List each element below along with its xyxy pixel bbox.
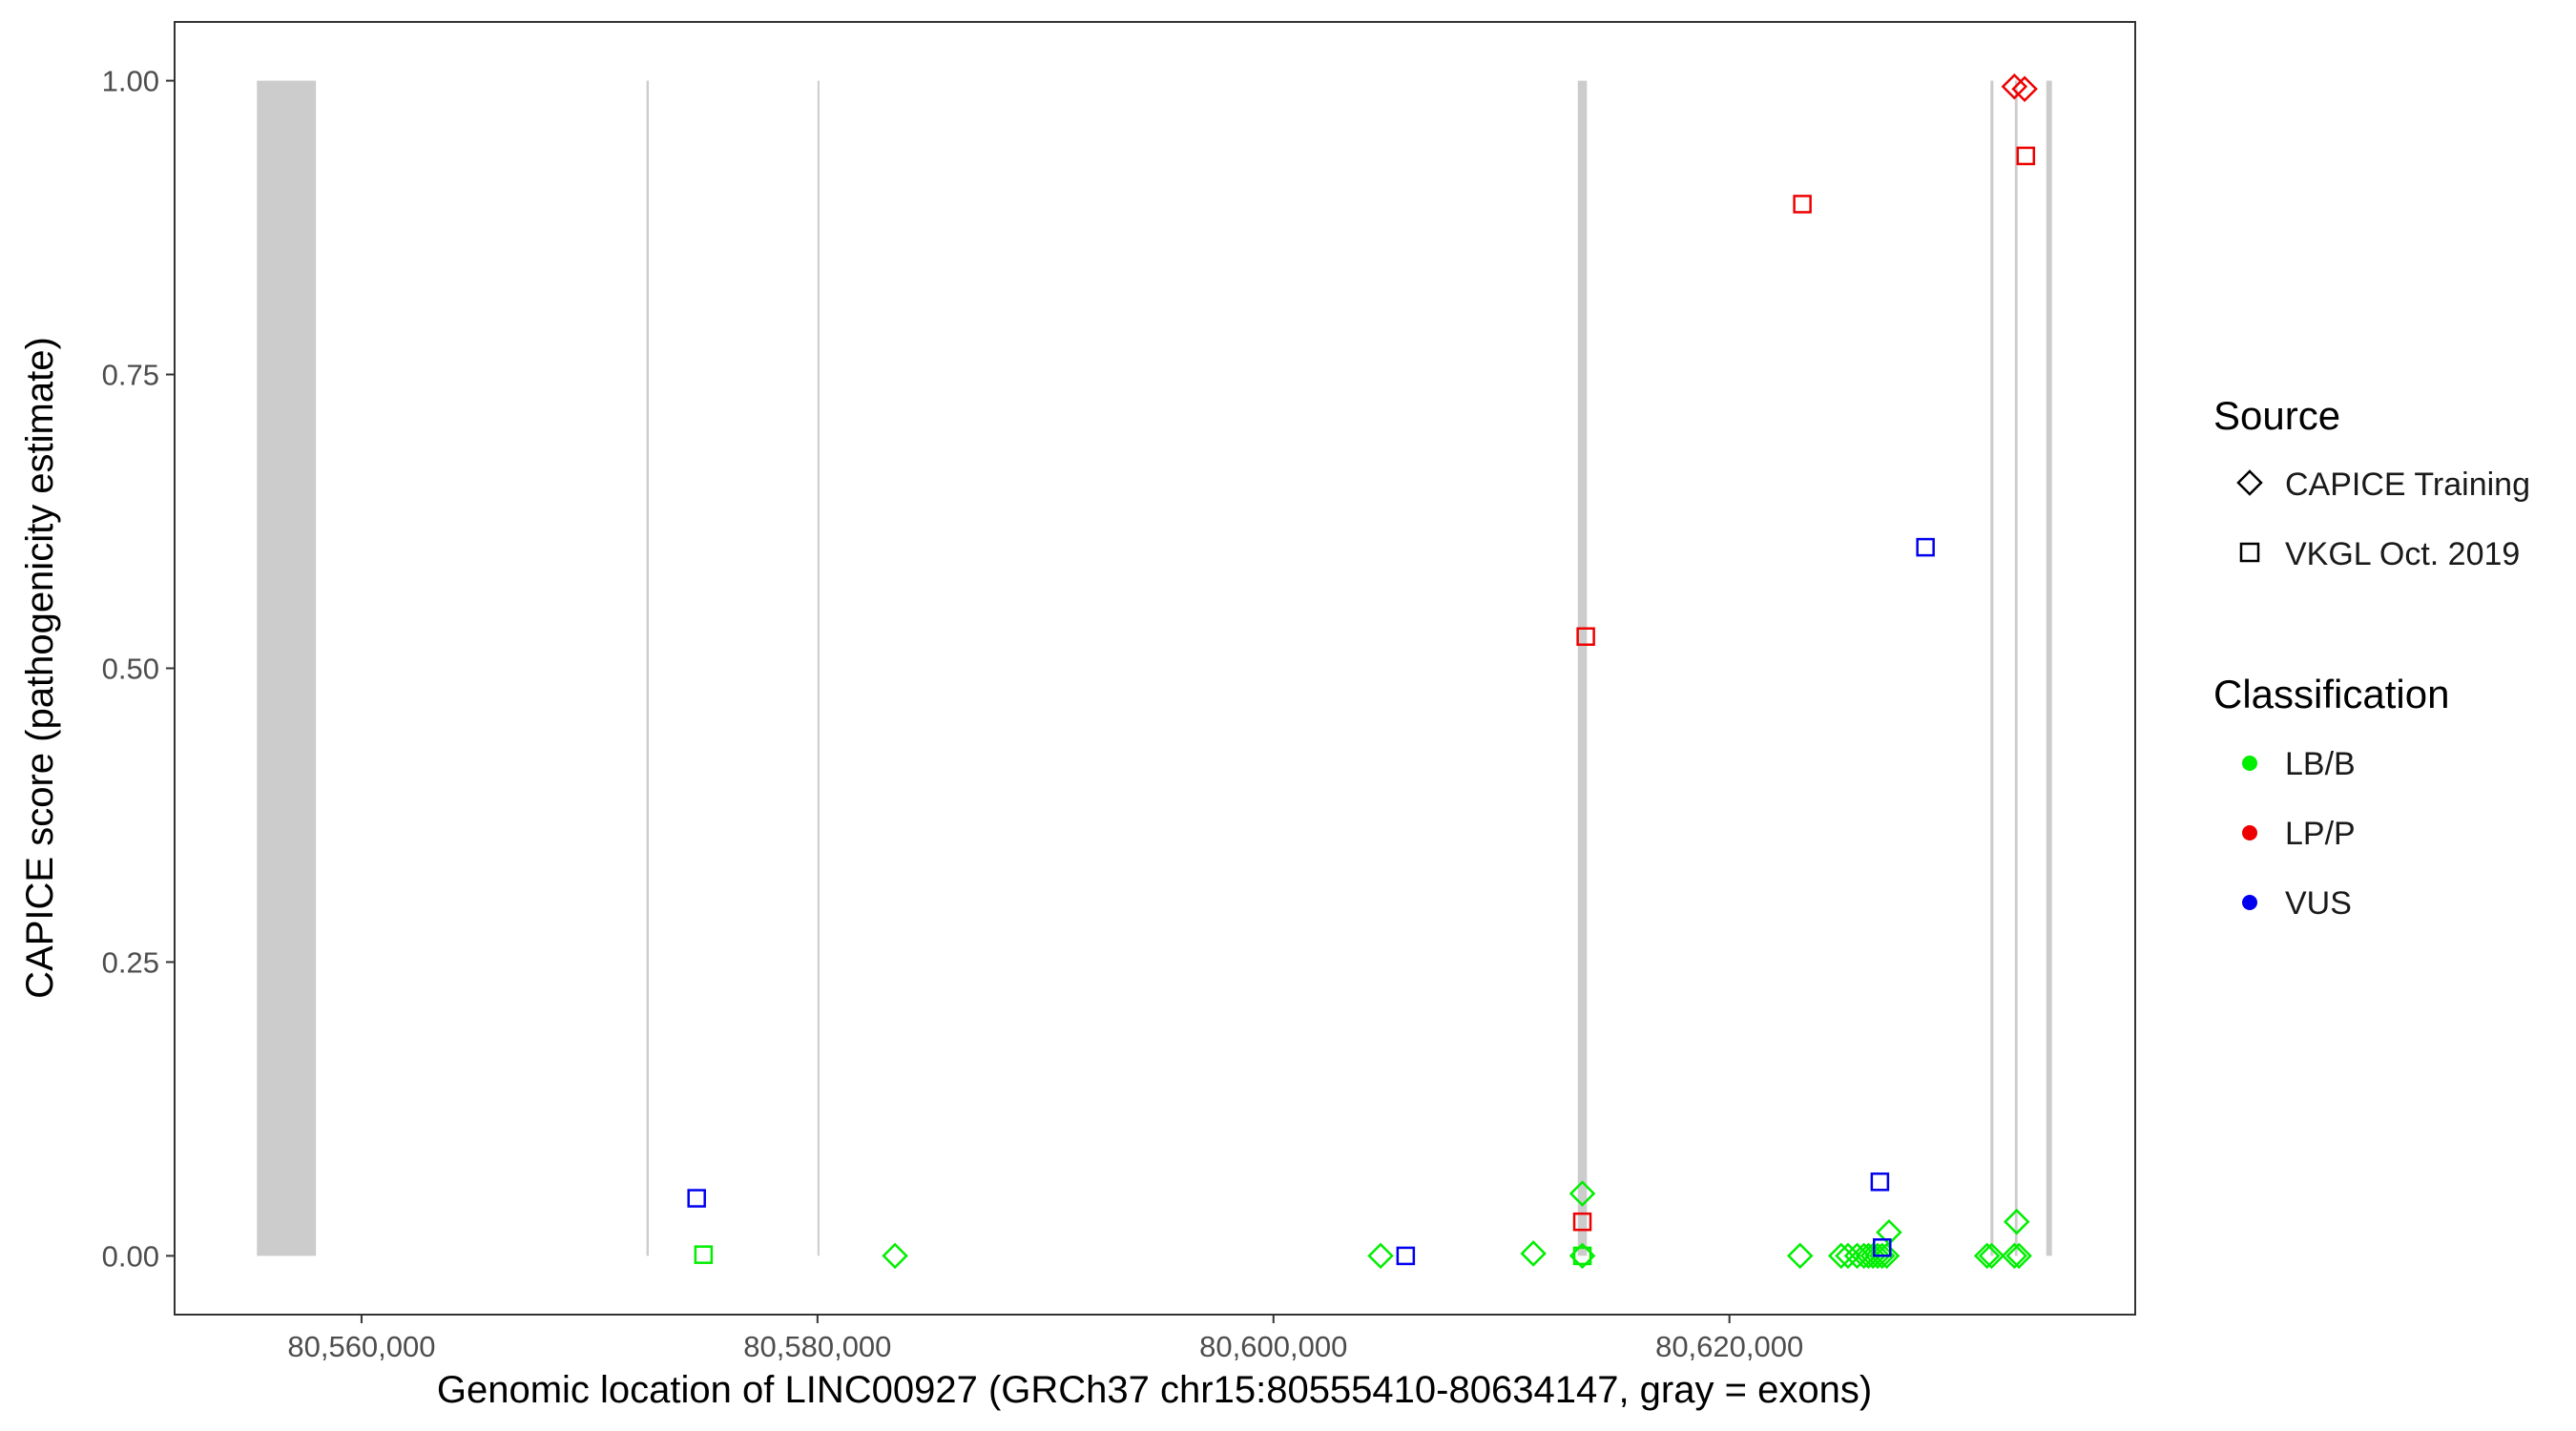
legend-classification-title: Classification — [2213, 672, 2449, 716]
x-tick-label: 80,620,000 — [1655, 1330, 1803, 1363]
data-point-diamond — [1520, 1240, 1547, 1267]
x-axis: 80,560,000 80,580,000 80,600,000 80,620,000 — [287, 1315, 1803, 1363]
data-point-square — [687, 1189, 706, 1208]
y-tick-label: 0.00 — [102, 1239, 159, 1273]
legend-source-label: VKGL Oct. 2019 — [2285, 536, 2520, 572]
data-point-square — [1572, 1212, 1592, 1232]
legend-class-label: LP/P — [2285, 816, 2356, 852]
diamond-symbol-icon — [2236, 469, 2263, 496]
y-tick-label: 0.25 — [102, 945, 159, 979]
data-point-diamond — [2003, 1208, 2030, 1235]
exon-band — [646, 80, 650, 1256]
blue-dot-icon — [2242, 895, 2257, 910]
y-tick-label: 0.50 — [102, 653, 159, 686]
exon-band — [2014, 80, 2018, 1256]
data-point-square — [694, 1245, 714, 1264]
data-point-diamond — [2005, 1242, 2032, 1270]
square-symbol-icon — [2239, 542, 2260, 563]
data-point-square — [1916, 537, 1935, 557]
exon-band — [1990, 80, 1994, 1256]
data-point-diamond — [1873, 1242, 1901, 1270]
data-point-diamond — [2001, 1242, 2028, 1270]
data-point-square — [1873, 1238, 1892, 1257]
legend-class-label: LB/B — [2285, 746, 2356, 782]
data-point-diamond — [1786, 1242, 1814, 1270]
legend-class-item-lpp: LP/P — [2242, 816, 2356, 852]
exon-band — [2046, 80, 2052, 1256]
data-point-square — [2016, 146, 2036, 166]
data-point-diamond — [882, 1242, 908, 1270]
exon-layer — [257, 80, 2052, 1256]
legend-source-label: CAPICE Training — [2285, 467, 2530, 503]
exon-band — [257, 80, 317, 1256]
data-point-diamond — [1367, 1242, 1394, 1270]
data-point-diamond — [2011, 75, 2038, 102]
data-point-diamond — [2001, 73, 2028, 100]
x-tick-label: 80,580,000 — [743, 1330, 891, 1363]
data-point-diamond — [1568, 1180, 1596, 1207]
data-point-diamond — [1973, 1242, 2001, 1270]
legend-class-label: VUS — [2285, 885, 2352, 922]
exon-band — [817, 80, 820, 1256]
legend-source-title: Source — [2213, 393, 2340, 438]
y-tick-label: 0.75 — [102, 359, 159, 392]
data-point-diamond — [1978, 1242, 2005, 1270]
data-point-square — [1572, 1246, 1592, 1266]
data-point-square — [1793, 195, 1812, 214]
data-point-square — [1870, 1172, 1890, 1192]
data-point-square — [1576, 627, 1595, 646]
data-point-diamond — [1827, 1242, 1855, 1270]
legend-class-item-lbb: LB/B — [2242, 746, 2356, 782]
y-tick-label: 1.00 — [102, 65, 159, 98]
legend-class-item-vus: VUS — [2242, 885, 2352, 922]
green-dot-icon — [2242, 756, 2257, 771]
red-dot-icon — [2242, 825, 2257, 840]
legend-source-item-square: VKGL Oct. 2019 — [2239, 536, 2520, 572]
y-axis-label: CAPICE score (pathogenicity estimate) — [19, 337, 61, 999]
legend: Source CAPICE Training VKGL Oct. 2019 Cl… — [2213, 393, 2530, 922]
data-point-diamond — [1876, 1219, 1902, 1246]
legend-source-item-diamond: CAPICE Training — [2236, 467, 2530, 503]
data-point-square — [1396, 1246, 1416, 1266]
plot-panel-border — [174, 21, 2136, 1316]
y-axis: 0.00 0.25 0.50 0.75 1.00 — [102, 65, 175, 1273]
x-tick-label: 80,600,000 — [1199, 1330, 1347, 1363]
exon-band — [1577, 80, 1588, 1256]
x-axis-label: Genomic location of LINC00927 (GRCh37 ch… — [437, 1369, 1872, 1411]
x-tick-label: 80,560,000 — [287, 1330, 435, 1363]
data-point-diamond — [1864, 1242, 1891, 1270]
points-layer — [687, 73, 2038, 1270]
